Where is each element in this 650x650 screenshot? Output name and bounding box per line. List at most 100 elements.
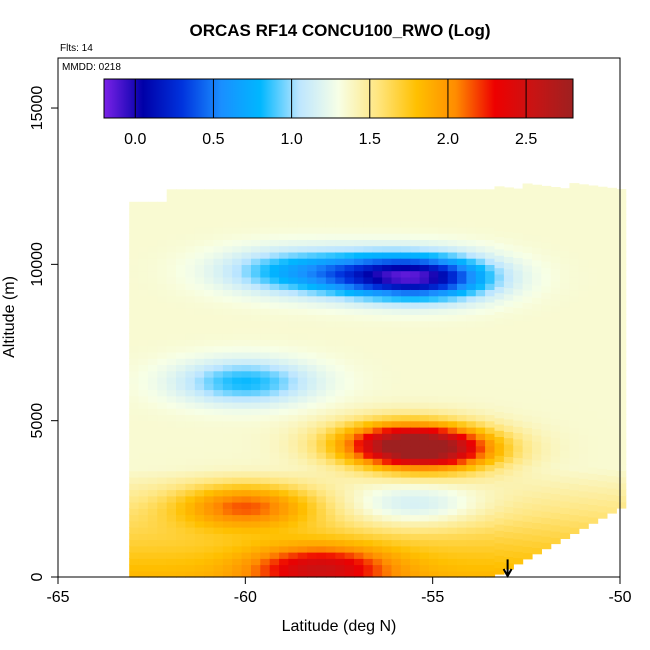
heatmap-cell: [447, 295, 458, 303]
heatmap-cell: [597, 493, 608, 500]
heatmap-cell: [213, 251, 224, 259]
heatmap-cell: [503, 537, 514, 545]
heatmap-cell: [194, 201, 205, 209]
heatmap-cell: [513, 332, 524, 340]
heatmap-cell: [578, 303, 589, 310]
heatmap-cell: [560, 232, 571, 239]
heatmap-cell: [316, 301, 327, 309]
heatmap-cell: [251, 264, 261, 272]
heatmap-cell: [316, 251, 327, 259]
heatmap-cell: [410, 233, 421, 240]
heatmap-cell: [382, 414, 393, 422]
heatmap-cell: [251, 527, 261, 534]
heatmap-cell: [269, 483, 280, 491]
heatmap-cell: [288, 464, 299, 472]
heatmap-cell: [213, 308, 224, 315]
heatmap-cell: [560, 444, 571, 452]
heatmap-cell: [279, 189, 290, 197]
heatmap-cell: [241, 189, 252, 197]
heatmap-cell: [447, 389, 458, 397]
heatmap-cell: [578, 221, 589, 229]
heatmap-cell: [419, 364, 430, 372]
heatmap-cell: [475, 539, 486, 547]
heatmap-cell: [279, 564, 290, 572]
heatmap-cell: [485, 320, 496, 328]
heatmap-cell: [288, 426, 299, 434]
heatmap-cell: [560, 282, 571, 289]
heatmap-cell: [588, 304, 599, 312]
heatmap-cell: [316, 508, 327, 516]
heatmap-cell: [147, 226, 158, 234]
heatmap-cell: [129, 245, 140, 253]
heatmap-cell: [307, 189, 318, 197]
heatmap-cell: [447, 502, 458, 509]
heatmap-cell: [344, 376, 355, 384]
heatmap-cell: [569, 220, 580, 228]
heatmap-cell: [204, 464, 215, 472]
heatmap-cell: [606, 225, 617, 233]
heatmap-cell: [382, 420, 393, 428]
heatmap-cell: [213, 389, 224, 397]
heatmap-cell: [232, 552, 243, 559]
heatmap-cell: [194, 220, 205, 228]
heatmap-cell: [372, 433, 383, 441]
heatmap-cell: [372, 233, 383, 240]
heatmap-cell: [260, 383, 271, 391]
heatmap-cell: [513, 526, 524, 534]
heatmap-cell: [541, 467, 552, 475]
heatmap-cell: [419, 545, 430, 553]
heatmap-cell: [597, 374, 608, 382]
heatmap-cell: [129, 295, 140, 303]
heatmap-cell: [466, 558, 477, 566]
heatmap-cell: [222, 433, 233, 441]
heatmap-cell: [204, 189, 215, 197]
heatmap-cell: [400, 301, 411, 309]
heatmap-cell: [157, 539, 168, 547]
heatmap-cell: [541, 329, 552, 337]
heatmap-cell: [260, 420, 271, 428]
heatmap-cell: [578, 490, 589, 498]
heatmap-cell: [363, 426, 374, 434]
heatmap-cell: [447, 445, 458, 453]
heatmap-cell: [410, 558, 421, 566]
heatmap-cell: [457, 408, 467, 416]
heatmap-cell: [222, 326, 233, 334]
heatmap-cell: [354, 270, 364, 278]
heatmap-cell: [232, 383, 243, 391]
heatmap-cell: [260, 395, 271, 403]
heatmap-cell: [138, 345, 149, 353]
heatmap-cell: [185, 539, 196, 547]
heatmap-cell: [550, 387, 561, 394]
heatmap-cell: [138, 358, 149, 365]
heatmap-cell: [588, 491, 599, 499]
heatmap-cell: [466, 464, 477, 472]
heatmap-cell: [438, 383, 449, 391]
heatmap-cell: [344, 364, 355, 372]
heatmap-cell: [185, 527, 196, 534]
heatmap-cell: [578, 509, 589, 517]
heatmap-cell: [147, 508, 158, 516]
heatmap-cell: [494, 330, 505, 337]
heatmap-cell: [485, 426, 496, 434]
heatmap-cell: [550, 487, 561, 495]
heatmap-cell: [466, 358, 477, 365]
heatmap-cell: [419, 408, 430, 416]
heatmap-cell: [597, 330, 608, 338]
heatmap-cell: [616, 207, 627, 215]
heatmap-cell: [588, 216, 599, 224]
heatmap-cell: [166, 276, 177, 284]
heatmap-cell: [513, 219, 524, 227]
heatmap-cell: [494, 480, 505, 488]
heatmap-cell: [419, 451, 430, 459]
heatmap-cell: [176, 376, 186, 384]
heatmap-cell: [307, 495, 318, 503]
heatmap-cell: [166, 226, 177, 234]
heatmap-cell: [372, 502, 383, 509]
heatmap-cell: [325, 233, 336, 240]
heatmap-cell: [147, 470, 158, 478]
heatmap-cell: [194, 258, 205, 265]
heatmap-cell: [560, 294, 571, 302]
heatmap-cell: [147, 570, 158, 578]
heatmap-cell: [447, 283, 458, 290]
heatmap-cell: [176, 395, 186, 403]
